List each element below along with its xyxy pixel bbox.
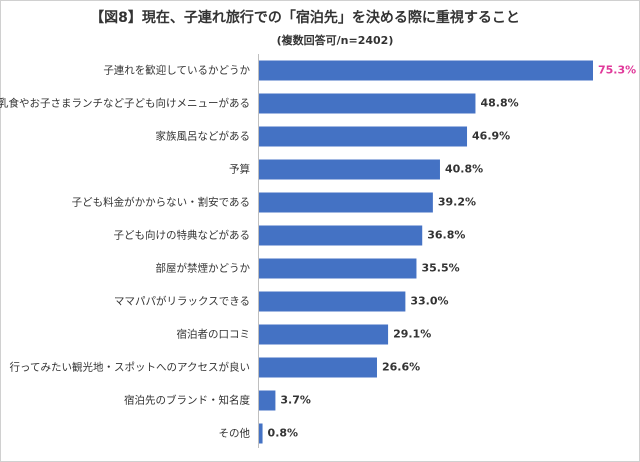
category-label: 宿泊先のブランド・知名度: [124, 394, 250, 407]
category-label: 行ってみたい観光地・スポットへのアクセスが良い: [10, 361, 250, 374]
value-label: 3.7%: [280, 394, 311, 407]
bar: [259, 93, 476, 114]
value-label: 75.3%: [598, 64, 636, 77]
value-label: 48.8%: [480, 97, 518, 110]
bar: [259, 60, 593, 81]
value-label: 0.8%: [268, 427, 299, 440]
chart-subtitle: (複数回答可/n=2402): [277, 33, 394, 47]
bar: [259, 126, 468, 147]
bar: [259, 225, 423, 246]
category-label: その他: [219, 427, 251, 440]
category-label: 部屋が禁煙かどうか: [156, 262, 251, 275]
value-label: 33.0%: [410, 295, 448, 308]
bar: [259, 390, 276, 411]
value-label: 39.2%: [438, 196, 476, 209]
chart-title: 【図8】現在、子連れ旅行での「宿泊先」を決める際に重視すること: [90, 9, 520, 26]
bar: [259, 324, 389, 345]
value-label: 35.5%: [421, 262, 459, 275]
bar: [259, 159, 440, 180]
category-label: 子連れを歓迎しているかどうか: [103, 64, 250, 77]
bar: [259, 258, 417, 279]
bar: [259, 357, 377, 378]
bar: [259, 192, 433, 213]
value-label: 36.8%: [427, 229, 465, 242]
category-label: 家族風呂などがある: [156, 130, 251, 143]
category-label: 予算: [229, 163, 250, 176]
bar: [259, 291, 406, 312]
bar: [259, 423, 263, 444]
category-label: 離乳食やお子さまランチなど子ども向けメニューがある: [0, 97, 250, 110]
category-label: ママパパがリラックスできる: [114, 295, 250, 308]
category-label: 子ども向けの特典などがある: [114, 229, 251, 242]
value-label: 46.9%: [472, 130, 510, 143]
category-label: 子ども料金がかからない・割安である: [72, 196, 250, 209]
value-label: 29.1%: [393, 328, 431, 341]
value-label: 40.8%: [445, 163, 483, 176]
category-label: 宿泊者の口コミ: [177, 328, 251, 341]
value-label: 26.6%: [382, 361, 420, 374]
